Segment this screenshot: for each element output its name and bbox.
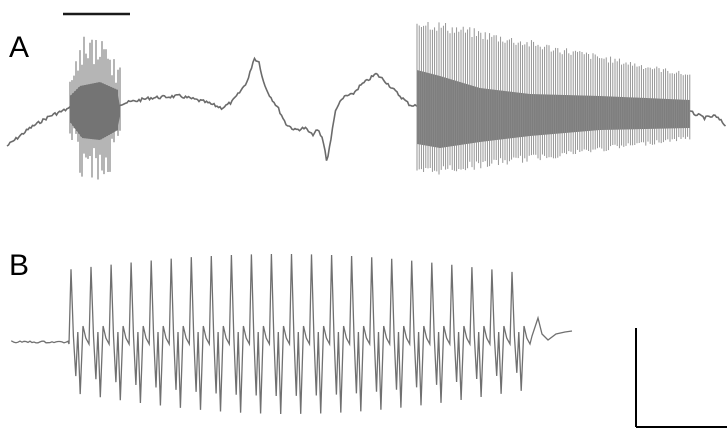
trace-b-waveform — [11, 253, 573, 415]
panel-b — [11, 253, 573, 415]
trace-a-burst-1 — [69, 36, 121, 180]
panel-label-a: A — [9, 31, 30, 64]
scale-bar — [635, 328, 727, 428]
panel-a — [6, 22, 727, 180]
trace-a-burst-2 — [416, 22, 691, 175]
panel-label-b: B — [9, 249, 30, 282]
